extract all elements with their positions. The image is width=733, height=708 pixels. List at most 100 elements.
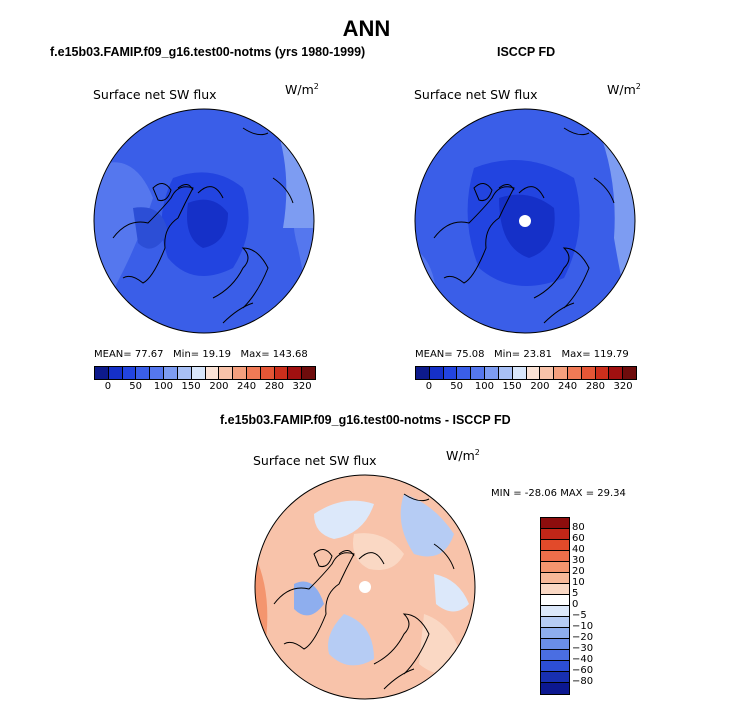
- colorbar-swatch: [122, 367, 137, 379]
- colorbar-tick: 20: [572, 566, 585, 577]
- colorbar-swatch: [541, 584, 569, 595]
- figure-title: ANN: [342, 16, 391, 41]
- panel3-case-title: f.e15b03.FAMIP.f09_g16.test00-notms - IS…: [220, 413, 511, 427]
- colorbar-tick: 0: [104, 381, 112, 392]
- colorbar-swatch: [541, 562, 569, 573]
- colorbar-swatch: [274, 367, 289, 379]
- panel2-case-title: ISCCP FD: [497, 45, 556, 59]
- colorbar-swatch: [541, 595, 569, 606]
- colorbar-swatch: [108, 367, 123, 379]
- colorbar-swatch: [541, 617, 569, 628]
- colorbar-tick: 30: [572, 555, 585, 566]
- panel1-polar-map: [93, 108, 315, 334]
- panel3-min-max: MIN = -28.06 MAX = 29.34: [491, 488, 626, 499]
- colorbar-tick: 5: [572, 588, 579, 599]
- colorbar-swatch: [177, 367, 192, 379]
- panel2-polar-map: [414, 108, 636, 334]
- colorbar-swatch: [541, 672, 569, 683]
- colorbar-swatch: [191, 367, 206, 379]
- colorbar-swatch: [541, 573, 569, 584]
- panel1-units: W/m2: [285, 82, 319, 98]
- colorbar-swatch: [541, 639, 569, 650]
- colorbar-tick: −40: [572, 654, 594, 665]
- colorbar-swatch: [623, 367, 636, 379]
- panel2-variable-label: Surface net SW flux: [414, 87, 538, 102]
- colorbar-swatch: [554, 367, 568, 379]
- colorbar-swatch: [609, 367, 624, 379]
- panel3-units: W/m2: [446, 448, 480, 464]
- colorbar-swatch: [498, 367, 513, 379]
- panel1-variable-label: Surface net SW flux: [93, 87, 217, 102]
- colorbar-swatch: [541, 606, 569, 617]
- colorbar-swatch: [541, 529, 569, 540]
- colorbar-swatch: [541, 540, 569, 551]
- colorbar-swatch: [260, 367, 275, 379]
- colorbar-tick: 80: [572, 522, 585, 533]
- panel1-stats: MEAN= 77.67 Min= 19.19 Max= 143.68: [94, 349, 308, 360]
- colorbar-tick: 0: [425, 381, 433, 392]
- colorbar-tick: −60: [572, 665, 594, 676]
- colorbar-swatch: [567, 367, 582, 379]
- colorbar-swatch: [471, 367, 486, 379]
- colorbar-swatch: [443, 367, 458, 379]
- colorbar-swatch: [95, 367, 109, 379]
- panel1-case-title: f.e15b03.FAMIP.f09_g16.test00-notms (yrs…: [50, 45, 366, 59]
- colorbar-swatch: [541, 551, 569, 562]
- colorbar-tick: 280: [264, 381, 284, 392]
- colorbar-swatch: [150, 367, 165, 379]
- colorbar-tick: −20: [572, 632, 594, 643]
- colorbar-tick: 0: [572, 599, 579, 610]
- colorbar-swatch: [512, 367, 527, 379]
- colorbar-tick: 150: [502, 381, 522, 392]
- colorbar-tick: 50: [129, 381, 142, 392]
- colorbar-swatch: [541, 683, 569, 694]
- panel2-units: W/m2: [607, 82, 641, 98]
- colorbar-swatch: [540, 367, 555, 379]
- colorbar-swatch: [219, 367, 234, 379]
- colorbar-swatch: [541, 518, 569, 529]
- colorbar-swatch: [233, 367, 247, 379]
- colorbar-tick: 150: [181, 381, 201, 392]
- colorbar-tick: 100: [474, 381, 494, 392]
- panel1-colorbar-ticks: 0 50 100 150 200 240 280 320: [94, 381, 316, 395]
- colorbar-swatch: [416, 367, 430, 379]
- colorbar-tick: 60: [572, 533, 585, 544]
- colorbar-tick: 240: [237, 381, 257, 392]
- colorbar-tick: −80: [572, 676, 594, 687]
- panel1-colorbar: [94, 366, 316, 380]
- panel2-stats: MEAN= 75.08 Min= 23.81 Max= 119.79: [415, 349, 629, 360]
- colorbar-tick: 40: [572, 544, 585, 555]
- colorbar-swatch: [302, 367, 315, 379]
- colorbar-swatch: [581, 367, 596, 379]
- colorbar-tick: 200: [530, 381, 550, 392]
- colorbar-swatch: [595, 367, 610, 379]
- colorbar-swatch: [485, 367, 499, 379]
- colorbar-swatch: [136, 367, 151, 379]
- panel3-polar-map: [254, 474, 476, 700]
- colorbar-tick: −10: [572, 621, 594, 632]
- colorbar-tick: 320: [292, 381, 312, 392]
- colorbar-swatch: [164, 367, 178, 379]
- colorbar-tick: 240: [558, 381, 578, 392]
- colorbar-swatch: [457, 367, 472, 379]
- colorbar-tick: −5: [572, 610, 587, 621]
- colorbar-tick: 10: [572, 577, 585, 588]
- colorbar-tick: 50: [450, 381, 463, 392]
- colorbar-tick: 100: [153, 381, 173, 392]
- panel3-variable-label: Surface net SW flux: [253, 453, 377, 468]
- colorbar-swatch: [205, 367, 220, 379]
- colorbar-swatch: [541, 661, 569, 672]
- panel3-colorbar-ticks: 80 60 40 30 20 10 5 0 −5 −10 −20 −30 −40…: [572, 517, 612, 695]
- colorbar-swatch: [246, 367, 261, 379]
- colorbar-swatch: [526, 367, 541, 379]
- colorbar-tick: 280: [585, 381, 605, 392]
- colorbar-tick: 200: [209, 381, 229, 392]
- panel3-colorbar: [540, 517, 570, 695]
- colorbar-swatch: [429, 367, 444, 379]
- colorbar-swatch: [541, 650, 569, 661]
- colorbar-swatch: [541, 628, 569, 639]
- colorbar-tick: −30: [572, 643, 594, 654]
- panel2-colorbar-ticks: 0 50 100 150 200 240 280 320: [415, 381, 637, 395]
- colorbar-swatch: [288, 367, 303, 379]
- panel2-colorbar: [415, 366, 637, 380]
